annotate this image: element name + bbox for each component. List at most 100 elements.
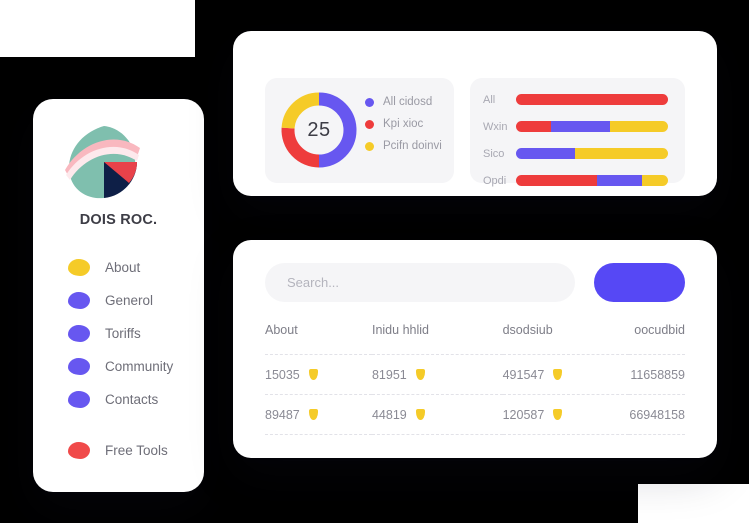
table-header-row: About Inidu hhlid dsodsiub oocudbid [265, 323, 685, 355]
table-column-header[interactable]: dsodsiub [502, 323, 553, 337]
brand-title: DOIS ROC. [79, 212, 158, 228]
table-cell: 89487 [265, 394, 372, 435]
bar-segment [516, 121, 551, 132]
table-cell-value: 89487 [265, 408, 300, 422]
bar-track [516, 175, 668, 186]
table-cell-value: 66948158 [629, 408, 685, 422]
table-cell-value: 120587 [502, 408, 545, 422]
bar-row: Sico [483, 143, 675, 164]
table-row[interactable]: 15035 81951 491547 11658859 [265, 354, 685, 395]
bar-segment [610, 121, 668, 132]
bar-row-label: All [483, 93, 496, 106]
bar-segment [575, 148, 668, 159]
table-cell: 66948158 [629, 394, 685, 435]
sidebar-item-bullet-icon [68, 325, 90, 342]
sidebar-item-contacts[interactable]: Contacts [68, 383, 208, 416]
table-cell: 81951 [371, 354, 503, 395]
cell-flag-icon [553, 409, 563, 420]
legend-item: Kpi xioc [365, 113, 442, 135]
background-bleed-top-left [0, 0, 195, 57]
brand-logo-icon [63, 122, 141, 202]
cell-flag-icon [553, 369, 563, 380]
bar-row: Wxin [483, 116, 675, 137]
table-column-header[interactable]: oocudbid [634, 323, 685, 337]
table-cell: 15035 [265, 354, 372, 395]
bar-chart-rows: All Wxin Sico Opdi [483, 89, 675, 191]
sidebar-item-about[interactable]: About [68, 251, 208, 284]
legend-item: Pcifn doinvi [365, 135, 442, 157]
sidebar-item-community[interactable]: Community [68, 350, 208, 383]
bar-track [516, 94, 668, 105]
sidebar-item-bullet-icon [68, 358, 90, 375]
bar-segment [516, 148, 576, 159]
sidebar-panel: DOIS ROC. About Generol Toriffs Community Co… [33, 99, 204, 492]
cell-flag-icon [308, 369, 318, 380]
cell-flag-icon [415, 369, 425, 380]
table-cell: 44819 [371, 394, 503, 435]
table-column-header[interactable]: About [265, 323, 298, 337]
table-column-header[interactable]: Inidu hhlid [371, 323, 429, 337]
table-cell-value: 491547 [502, 368, 545, 382]
sidebar-item-label: Free Tools [105, 443, 168, 458]
sidebar-item-bullet-icon [68, 292, 90, 309]
data-table: About Inidu hhlid dsodsiub oocudbid 15035 81… [265, 323, 685, 435]
bar-row-label: Opdi [483, 174, 507, 187]
cell-flag-icon [308, 409, 318, 420]
bar-segment [596, 175, 643, 186]
legend-dot-icon [365, 141, 374, 151]
bar-row-label: Sico [483, 147, 505, 160]
table-cell: 491547 [502, 354, 630, 395]
legend-dot-icon [365, 97, 374, 107]
search-input[interactable] [265, 263, 575, 302]
table-header: About Inidu hhlid dsodsiub oocudbid [265, 323, 685, 355]
table-cell-value: 11658859 [630, 368, 685, 382]
donut-chart-panel: 25 All cidosd Kpi xioc Pcifn doinvi [265, 78, 454, 183]
sidebar-item-free-tools[interactable]: Free Tools [68, 434, 208, 467]
background-bleed-bottom-right [638, 484, 749, 523]
donut-center-value: 25 [307, 118, 331, 141]
sidebar-item-generol[interactable]: Generol [68, 284, 208, 317]
donut-chart: 25 [279, 90, 359, 170]
table-cell: 11658859 [629, 354, 685, 395]
analytics-panel: 25 All cidosd Kpi xioc Pcifn doinvi All Wxi… [233, 31, 717, 196]
sidebar-item-toriffs[interactable]: Toriffs [68, 317, 208, 350]
sidebar-item-label: Toriffs [105, 326, 141, 341]
bar-segment [642, 175, 668, 186]
table-cell-value: 81951 [371, 368, 407, 382]
sidebar-item-label: Generol [105, 293, 154, 308]
legend-label: Pcifn doinvi [383, 140, 442, 152]
table-cell-value: 15035 [265, 368, 300, 382]
bar-segment [550, 121, 611, 132]
donut-segment [318, 92, 357, 168]
sidebar-nav: About Generol Toriffs Community Contacts Free… [68, 251, 208, 467]
sidebar-item-bullet-icon [68, 442, 90, 459]
cell-flag-icon [415, 409, 425, 420]
bar-segment [516, 175, 597, 186]
bar-chart-panel: All Wxin Sico Opdi [470, 78, 685, 187]
legend-dot-icon [365, 119, 374, 129]
table-cell-value: 44819 [371, 408, 407, 422]
bar-row: All [483, 89, 675, 110]
donut-segment [281, 127, 320, 168]
bar-segment [516, 94, 668, 105]
legend-item: All cidosd [365, 91, 442, 113]
sidebar-item-label: About [105, 260, 141, 275]
legend-label: Kpi xioc [383, 118, 424, 130]
table-cell: 120587 [502, 394, 630, 435]
donut-legend: All cidosd Kpi xioc Pcifn doinvi [365, 91, 442, 157]
bar-track [516, 121, 668, 132]
sidebar-item-label: Community [105, 359, 174, 374]
donut-segment [281, 92, 320, 129]
bar-track [516, 148, 668, 159]
sidebar-item-label: Contacts [105, 392, 159, 407]
search-button[interactable] [594, 263, 685, 302]
table-body: 15035 81951 491547 11658859 89487 44819 120587… [265, 354, 685, 435]
bar-row: Opdi [483, 170, 675, 191]
sidebar-item-bullet-icon [68, 259, 90, 276]
table-row[interactable]: 89487 44819 120587 66948158 [265, 394, 685, 435]
sidebar-item-bullet-icon [68, 391, 90, 408]
table-panel: About Inidu hhlid dsodsiub oocudbid 15035 81… [233, 240, 717, 458]
legend-label: All cidosd [383, 96, 433, 108]
bar-row-label: Wxin [483, 120, 508, 133]
